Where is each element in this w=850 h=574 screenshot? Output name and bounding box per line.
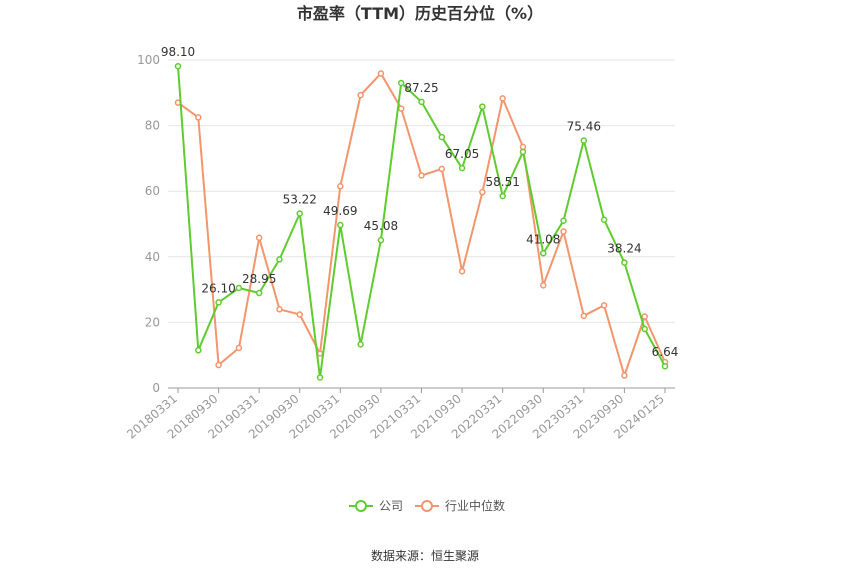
- x-axis: 2018033120180930201903312019093020200331…: [124, 387, 675, 442]
- data-point[interactable]: [255, 234, 263, 242]
- y-tick-label: 100: [137, 53, 160, 67]
- data-label: 58.51: [485, 175, 519, 189]
- data-label: 6.64: [652, 345, 679, 359]
- data-point[interactable]: [458, 164, 466, 172]
- data-point[interactable]: [519, 148, 527, 156]
- data-point[interactable]: [235, 284, 243, 292]
- data-label: 28.95: [242, 272, 276, 286]
- data-label: 67.05: [445, 147, 479, 161]
- data-point[interactable]: [621, 372, 628, 379]
- data-point[interactable]: [296, 311, 303, 318]
- data-label: 26.10: [201, 281, 235, 295]
- data-point[interactable]: [316, 374, 324, 381]
- grid-lines: [168, 59, 675, 323]
- data-label: 49.69: [323, 204, 357, 218]
- data-point[interactable]: [276, 256, 283, 263]
- legend-item[interactable]: 行业中位数: [415, 498, 505, 513]
- data-point[interactable]: [438, 133, 446, 141]
- data-point[interactable]: [215, 361, 222, 369]
- data-labels: 98.10 26.10 28.95 53.22 49.69 45.08 87.25 67.05…: [161, 45, 679, 359]
- data-point[interactable]: [600, 216, 608, 223]
- data-label: 53.22: [283, 192, 317, 206]
- data-point[interactable]: [540, 250, 547, 257]
- legend-label: 公司: [379, 499, 403, 513]
- series-line: [177, 66, 666, 379]
- legend-item[interactable]: 公司: [349, 499, 403, 513]
- data-label: 75.46: [567, 119, 601, 133]
- y-tick-label: 80: [145, 119, 160, 133]
- data-label: 87.25: [404, 81, 438, 95]
- data-point[interactable]: [580, 137, 588, 144]
- data-point[interactable]: [255, 289, 263, 297]
- y-tick-label: 0: [152, 381, 160, 395]
- data-point[interactable]: [377, 70, 385, 77]
- data-point[interactable]: [235, 344, 243, 352]
- legend-label: 行业中位数: [445, 498, 505, 513]
- data-point[interactable]: [418, 98, 425, 106]
- data-point[interactable]: [418, 172, 425, 179]
- data-point[interactable]: [621, 259, 628, 266]
- data-label: 45.08: [364, 219, 398, 233]
- data-point[interactable]: [560, 217, 567, 224]
- data-point[interactable]: [499, 95, 506, 102]
- data-point[interactable]: [540, 282, 547, 289]
- data-point[interactable]: [397, 79, 405, 87]
- data-point[interactable]: [357, 341, 364, 348]
- legend[interactable]: 公司 行业中位数: [349, 498, 505, 513]
- data-point[interactable]: [357, 91, 364, 99]
- data-label: 41.08: [526, 232, 560, 246]
- data-point[interactable]: [499, 192, 506, 200]
- data-point[interactable]: [438, 165, 446, 173]
- data-point[interactable]: [377, 236, 385, 244]
- data-point[interactable]: [174, 62, 182, 70]
- data-point[interactable]: [661, 362, 669, 370]
- chart-title: 市盈率（TTM）历史百分位（%）: [297, 4, 543, 23]
- data-point[interactable]: [195, 347, 202, 354]
- data-point[interactable]: [600, 302, 608, 309]
- series-layer: [174, 62, 669, 381]
- legend-marker: [421, 500, 433, 512]
- data-point[interactable]: [458, 267, 466, 275]
- data-point[interactable]: [479, 188, 486, 196]
- data-point[interactable]: [337, 221, 344, 229]
- data-point[interactable]: [337, 183, 344, 190]
- data-point[interactable]: [316, 350, 324, 357]
- data-point[interactable]: [397, 105, 405, 112]
- y-tick-label: 40: [145, 250, 160, 264]
- data-point[interactable]: [641, 313, 648, 320]
- data-label: 98.10: [161, 45, 195, 59]
- legend-marker: [355, 500, 367, 512]
- data-point[interactable]: [276, 306, 283, 313]
- data-point[interactable]: [479, 103, 486, 110]
- y-axis-ticks: 0 20 40 60 80 100: [137, 53, 160, 395]
- data-point[interactable]: [560, 228, 567, 235]
- y-tick-label: 20: [145, 315, 160, 329]
- source-note: 数据来源：恒生聚源: [371, 548, 479, 563]
- y-tick-label: 60: [145, 184, 160, 198]
- data-point[interactable]: [296, 210, 303, 217]
- data-label: 38.24: [607, 242, 641, 256]
- data-point[interactable]: [641, 325, 648, 333]
- data-point[interactable]: [215, 299, 222, 306]
- data-point[interactable]: [195, 114, 202, 121]
- data-point[interactable]: [580, 312, 588, 320]
